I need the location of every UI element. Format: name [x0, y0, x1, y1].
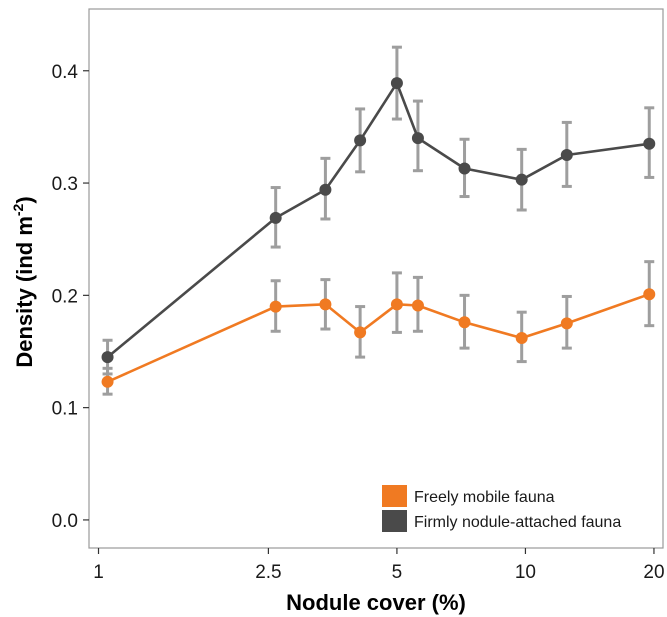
data-point: [319, 298, 332, 311]
legend: Freely mobile fauna Firmly nodule-attach…: [382, 485, 621, 532]
data-point: [458, 162, 471, 175]
data-point: [560, 317, 573, 330]
y-tick-label: 0.3: [52, 174, 78, 195]
y-tick-label: 0.4: [52, 62, 79, 83]
legend-label-firmly-attached: Firmly nodule-attached fauna: [414, 514, 621, 531]
series-lines: [106, 81, 650, 383]
data-point: [354, 134, 367, 147]
data-point: [101, 351, 114, 364]
y-axis-title: Density (ind m-2): [10, 196, 37, 367]
x-tick-label: 5: [392, 562, 403, 583]
data-point: [411, 299, 424, 312]
data-point: [319, 183, 332, 196]
y-axis-title-main: Density (ind m: [12, 216, 37, 368]
data-point: [458, 316, 471, 329]
data-point: [101, 375, 114, 388]
y-axis-title-superscript: -2: [10, 203, 26, 216]
data-points: [101, 77, 656, 388]
data-point: [515, 332, 528, 345]
legend-swatch-firmly-attached: [382, 510, 407, 532]
legend-swatch-freely-mobile: [382, 485, 407, 507]
plot-frame: [88, 8, 664, 549]
x-axis: 1 2.5 5 10 20: [93, 548, 665, 583]
x-axis-title: Nodule cover (%): [286, 590, 466, 615]
series-line-1: [106, 81, 650, 359]
x-tick-label: 10: [515, 562, 536, 583]
y-tick-label: 0.0: [52, 511, 78, 532]
data-point: [411, 132, 424, 145]
data-point: [390, 298, 403, 311]
data-point: [515, 173, 528, 186]
data-point: [643, 137, 656, 150]
data-point: [269, 211, 282, 224]
errorbars: [102, 45, 655, 396]
x-tick-label: 2.5: [255, 562, 281, 583]
data-point: [354, 326, 367, 339]
x-tick-label: 1: [93, 562, 104, 583]
data-point: [560, 148, 573, 161]
data-point: [390, 77, 403, 90]
data-point: [269, 300, 282, 313]
y-axis: 0.0 0.1 0.2 0.3 0.4: [52, 62, 89, 532]
y-tick-label: 0.1: [52, 399, 78, 420]
x-tick-label: 20: [643, 562, 664, 583]
series-line-0: [107, 292, 650, 383]
y-tick-label: 0.2: [52, 286, 78, 307]
data-point: [643, 288, 656, 301]
y-axis-title-suffix: ): [12, 196, 37, 203]
legend-label-freely-mobile: Freely mobile fauna: [414, 489, 555, 506]
